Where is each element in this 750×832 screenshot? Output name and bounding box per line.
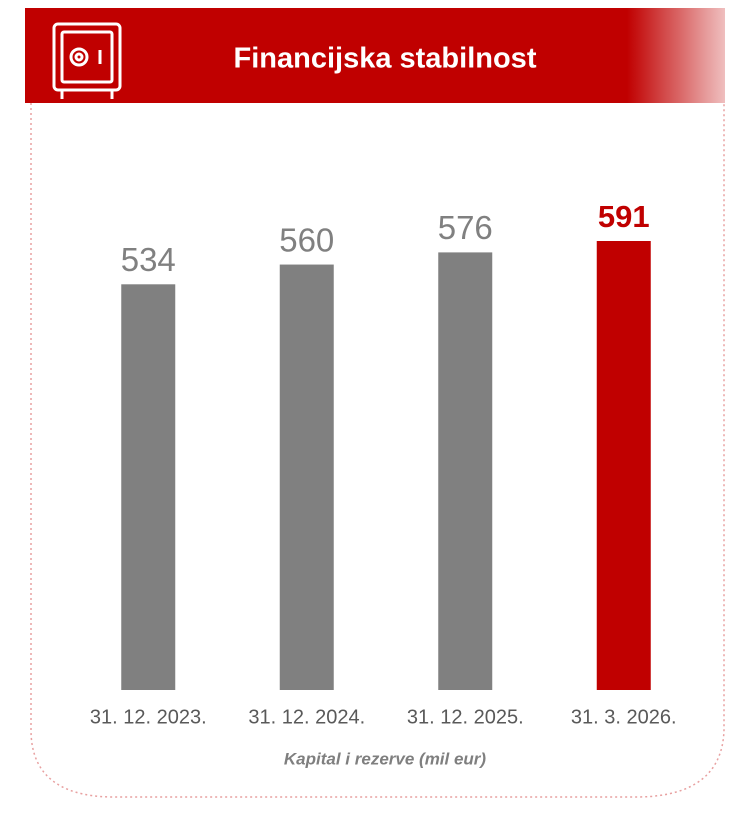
x-tick-label: 31. 12. 2024. <box>248 706 365 728</box>
value-label: 576 <box>438 209 493 246</box>
bar <box>121 284 176 690</box>
bar <box>596 241 651 690</box>
chart-title: Financijska stabilnost <box>234 43 537 75</box>
bar <box>438 252 493 690</box>
header-band <box>25 8 725 103</box>
bar <box>279 264 334 690</box>
value-label: 534 <box>121 241 176 278</box>
safe-icon <box>52 22 122 99</box>
x-tick-label: 31. 12. 2025. <box>407 706 524 728</box>
x-tick-label: 31. 3. 2026. <box>571 706 677 728</box>
card-border <box>30 103 725 798</box>
x-tick-label: 31. 12. 2023. <box>90 706 207 728</box>
value-label: 560 <box>279 221 334 258</box>
value-label: 591 <box>598 199 650 234</box>
x-axis-label: Kapital i rezerve (mil eur) <box>284 749 487 768</box>
